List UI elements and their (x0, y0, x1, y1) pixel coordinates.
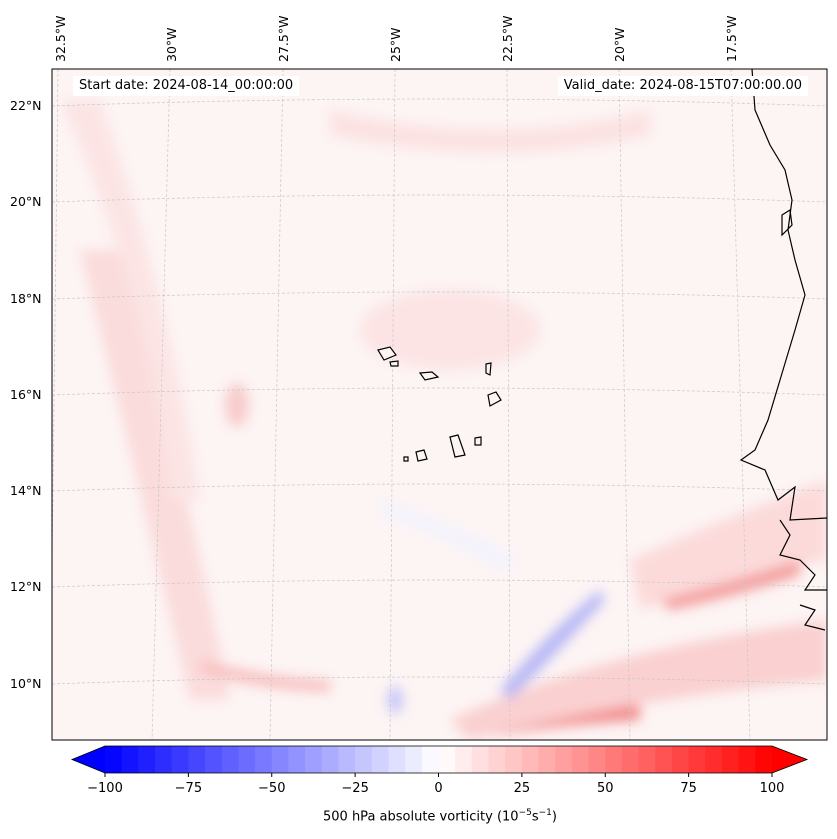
colorbar-label: 500 hPa absolute vorticity (10−5s−1) (323, 808, 557, 825)
colorbar-tick-label: −75 (174, 781, 203, 796)
lat-label: 10°N (10, 676, 42, 691)
colorbar-tick-label: −100 (87, 781, 123, 796)
colorbar-segment (688, 746, 706, 773)
colorbar-tick-label: 25 (513, 781, 531, 796)
lon-label: 17.5°W (724, 15, 739, 62)
colorbar-segment (388, 746, 406, 773)
colorbar-segment (421, 746, 439, 773)
lat-label: 16°N (10, 387, 42, 402)
colorbar-segment (638, 746, 656, 773)
valid-date: Valid_date: 2024-08-15T07:00:00.00 (557, 76, 808, 96)
lon-label: 25°W (388, 27, 403, 62)
graticule (52, 69, 827, 740)
colorbar-tick-label: −25 (341, 781, 369, 796)
lon-label: 30°W (164, 27, 179, 62)
colorbar-extend-high (772, 746, 807, 773)
coastline (739, 69, 827, 631)
colorbar-segment (271, 746, 289, 773)
lat-label: 18°N (10, 291, 42, 306)
colorbar-segment (705, 746, 723, 773)
colorbar-tick-label: 50 (596, 781, 614, 796)
colorbar-tick-label: 75 (680, 781, 697, 796)
colorbar-segment (288, 746, 306, 773)
colorbar-segment (205, 746, 223, 773)
colorbar-segment (371, 746, 389, 773)
colorbar-extend-low (72, 746, 105, 773)
colorbar-segment (255, 746, 273, 773)
colorbar-segment (438, 746, 456, 773)
colorbar-segment (471, 746, 490, 773)
start-date: Start date: 2024-08-14_00:00:00 (73, 76, 300, 96)
colorbar-segment (405, 746, 423, 773)
colorbar-segment (555, 746, 573, 773)
colorbar (70, 745, 809, 777)
colorbar-segment (488, 746, 506, 773)
lon-label: 32.5°W (53, 15, 68, 62)
colorbar-segment (138, 746, 156, 773)
colorbar-segment (321, 746, 339, 773)
colorbar-segment (171, 746, 189, 773)
colorbar-segment (338, 746, 356, 773)
colorbar-segment (238, 746, 256, 773)
lon-label: 27.5°W (276, 15, 291, 62)
lon-label: 20°W (612, 27, 627, 62)
colorbar-segment (305, 746, 323, 773)
colorbar-segment (588, 746, 606, 773)
vorticity-field (60, 100, 827, 740)
colorbar-segment (738, 746, 756, 773)
cape-verde-islands (377, 346, 502, 462)
colorbar-segment (755, 746, 773, 773)
colorbar-tick-label: −50 (258, 781, 286, 796)
colorbar-segment (155, 746, 173, 773)
colorbar-segment (655, 746, 673, 773)
colorbar-tick-label: 0 (434, 781, 443, 796)
colorbar-segment (671, 746, 690, 773)
colorbar-segment (355, 746, 373, 773)
colorbar-segment (221, 746, 239, 773)
colorbar-segment (538, 746, 556, 773)
colorbar-segment (521, 746, 540, 773)
lat-label: 14°N (10, 483, 42, 498)
colorbar-segment (505, 746, 523, 773)
lat-label: 22°N (10, 98, 42, 113)
colorbar-segment (621, 746, 640, 773)
colorbar-segment (121, 746, 139, 773)
colorbar-segment (605, 746, 623, 773)
lon-label: 22.5°W (500, 15, 515, 62)
colorbar-segment (455, 746, 473, 773)
colorbar-segment (721, 746, 740, 773)
colorbar-segment (105, 746, 123, 773)
colorbar-segment (571, 746, 590, 773)
lat-label: 20°N (10, 194, 42, 209)
lat-label: 12°N (10, 579, 42, 594)
colorbar-tick-label: 100 (759, 781, 785, 796)
map-frame (51, 68, 828, 741)
colorbar-segment (188, 746, 206, 773)
